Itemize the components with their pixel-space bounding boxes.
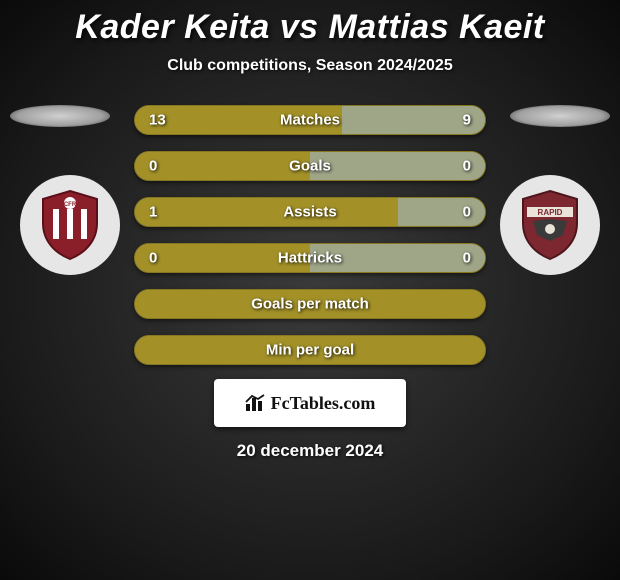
page-title: Kader Keita vs Mattias Kaeit — [0, 0, 620, 47]
stat-bar: 0 0 Hattricks — [134, 243, 486, 273]
shield-icon: RAPID — [519, 189, 581, 261]
comparison-stage: CFR RAPID 13 9 Matches 0 0 Goals 1 0 Assists 0 0 Ha… — [0, 105, 620, 365]
stat-label: Hattricks — [278, 250, 342, 267]
stat-value-right: 0 — [463, 250, 471, 267]
stat-bar-fill-left — [135, 198, 398, 226]
stat-value-left: 1 — [149, 204, 157, 221]
stat-label: Matches — [280, 112, 340, 129]
stat-bar: 13 9 Matches — [134, 105, 486, 135]
stat-label: Min per goal — [266, 342, 354, 359]
stat-bar-fill-left — [135, 152, 310, 180]
stat-value-left: 0 — [149, 158, 157, 175]
subtitle: Club competitions, Season 2024/2025 — [0, 57, 620, 75]
stat-bar: Goals per match — [134, 289, 486, 319]
crest-right-label: RAPID — [538, 208, 563, 217]
stat-value-right: 0 — [463, 158, 471, 175]
stat-label: Goals per match — [251, 296, 369, 313]
stat-bars: 13 9 Matches 0 0 Goals 1 0 Assists 0 0 Hattricks Goa… — [134, 105, 486, 365]
stat-label: Assists — [283, 204, 336, 221]
stat-value-right: 0 — [463, 204, 471, 221]
pedestal-shadow-right — [510, 105, 610, 127]
pedestal-shadow-left — [10, 105, 110, 127]
stat-value-left: 13 — [149, 112, 166, 129]
stat-value-right: 9 — [463, 112, 471, 129]
stat-value-left: 0 — [149, 250, 157, 267]
stat-bar-fill-right — [310, 152, 485, 180]
stat-bar: Min per goal — [134, 335, 486, 365]
stat-bar: 0 0 Goals — [134, 151, 486, 181]
stat-bar: 1 0 Assists — [134, 197, 486, 227]
brand-logo-text: FcTables.com — [271, 393, 376, 414]
bar-chart-icon — [245, 394, 267, 412]
stat-label: Goals — [289, 158, 331, 175]
stat-bar-fill-right — [398, 198, 486, 226]
crest-left-label: CFR — [64, 202, 77, 208]
brand-logo-box: FcTables.com — [214, 379, 406, 427]
shield-icon: CFR — [39, 189, 101, 261]
team-crest-left: CFR — [20, 175, 120, 275]
date-text: 20 december 2024 — [0, 441, 620, 461]
team-crest-right: RAPID — [500, 175, 600, 275]
